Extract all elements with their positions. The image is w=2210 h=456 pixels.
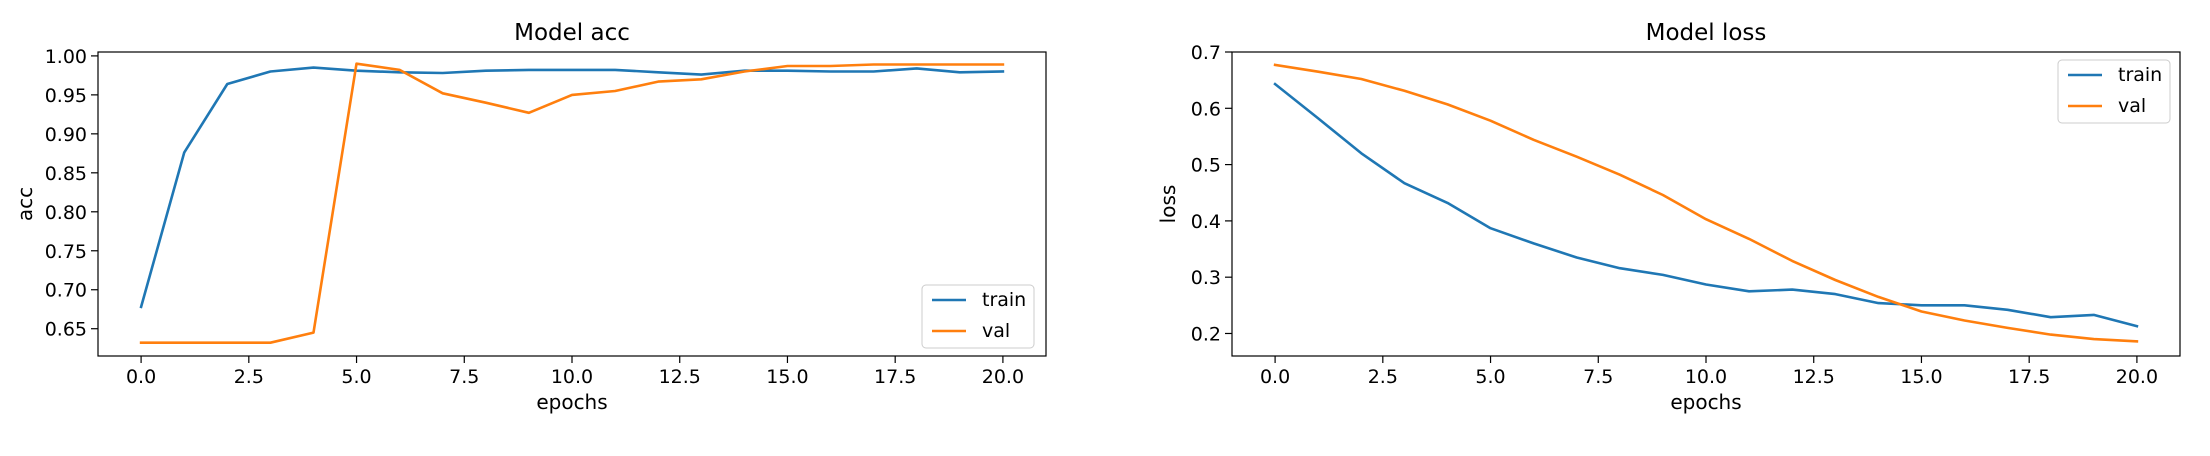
acc-y-tick-label: 0.90 (45, 124, 87, 146)
loss-x-ticks: 0.0 2.5 5.0 7.5 10.0 12.5 15.0 17.5 20.0 (1260, 356, 2158, 388)
acc-x-tick-label: 20.0 (982, 366, 1024, 388)
acc-y-tick-label: 0.70 (45, 280, 87, 302)
acc-x-tick-label: 10.0 (551, 366, 593, 388)
acc-y-tick-label: 0.75 (45, 241, 87, 263)
loss-x-tick-label: 0.0 (1260, 366, 1290, 388)
loss-y-tick-label: 0.5 (1191, 155, 1221, 177)
acc-series-val-line (139, 62, 1005, 345)
acc-chart-title: Model acc (514, 20, 630, 46)
acc-x-tick-label: 12.5 (659, 366, 701, 388)
loss-x-tick-label: 20.0 (2116, 366, 2158, 388)
acc-x-tick-label: 7.5 (449, 366, 479, 388)
loss-series-lines (1273, 63, 2139, 343)
acc-y-axis-label: acc (13, 187, 37, 221)
acc-x-axis-label: epochs (536, 390, 607, 414)
loss-x-tick-label: 7.5 (1583, 366, 1613, 388)
loss-plot-area (1232, 52, 2180, 356)
acc-y-tick-label: 0.80 (45, 202, 87, 224)
loss-y-axis-label: loss (1156, 185, 1180, 224)
loss-y-tick-label: 0.4 (1191, 211, 1221, 233)
acc-legend-train-label: train (982, 289, 1026, 311)
acc-plot-area (98, 52, 1046, 356)
acc-y-tick-label: 0.85 (45, 163, 87, 185)
loss-x-tick-label: 5.0 (1475, 366, 1505, 388)
acc-plot-frame (97, 51, 1047, 357)
loss-y-tick-label: 0.3 (1191, 267, 1221, 289)
loss-x-axis-label: epochs (1670, 390, 1741, 414)
acc-y-tick-label: 0.65 (45, 319, 87, 341)
chart-acc: 0.0 2.5 5.0 7.5 10.0 12.5 15.0 17.5 20.0 0.65 0.7… (13, 20, 1047, 414)
loss-y-ticks: 0.2 0.3 0.4 0.5 0.6 0.7 (1191, 42, 1232, 345)
loss-legend-train-label: train (2118, 64, 2162, 86)
loss-x-tick-label: 12.5 (1793, 366, 1835, 388)
loss-series-val-line (1273, 63, 2139, 343)
loss-legend: train val (2057, 59, 2171, 124)
loss-x-tick-label: 15.0 (1900, 366, 1942, 388)
acc-x-tick-label: 5.0 (341, 366, 371, 388)
acc-x-tick-label: 0.0 (126, 366, 156, 388)
loss-x-tick-label: 10.0 (1685, 366, 1727, 388)
acc-x-tick-label: 15.0 (766, 366, 808, 388)
chart-loss: 0.0 2.5 5.0 7.5 10.0 12.5 15.0 17.5 20.0 0.20.30… (1156, 20, 2181, 414)
loss-x-tick-label: 17.5 (2008, 366, 2050, 388)
loss-legend-val-label: val (2118, 95, 2146, 117)
loss-y-tick-label: 0.2 (1191, 323, 1221, 345)
acc-legend-val-label: val (982, 320, 1010, 342)
acc-legend: train val (921, 284, 1035, 349)
acc-x-tick-label: 2.5 (234, 366, 264, 388)
loss-y-tick-label: 0.6 (1191, 98, 1221, 120)
acc-y-ticks: 0.65 0.70 0.75 0.80 0.85 0.90 0.95 1.00 (45, 46, 98, 341)
loss-x-tick-label: 2.5 (1368, 366, 1398, 388)
acc-series-lines (139, 62, 1005, 345)
loss-y-tick-label: 0.7 (1191, 42, 1221, 64)
loss-series-train-line (1273, 82, 2139, 328)
acc-x-ticks: 0.0 2.5 5.0 7.5 10.0 12.5 15.0 17.5 20.0 (126, 356, 1024, 388)
acc-x-tick-label: 17.5 (874, 366, 916, 388)
acc-y-tick-label: 1.00 (45, 46, 87, 68)
acc-series-train-line (139, 66, 1005, 309)
loss-plot-frame (1231, 51, 2181, 357)
acc-y-tick-label: 0.95 (45, 85, 87, 107)
loss-chart-title: Model loss (1646, 20, 1767, 46)
